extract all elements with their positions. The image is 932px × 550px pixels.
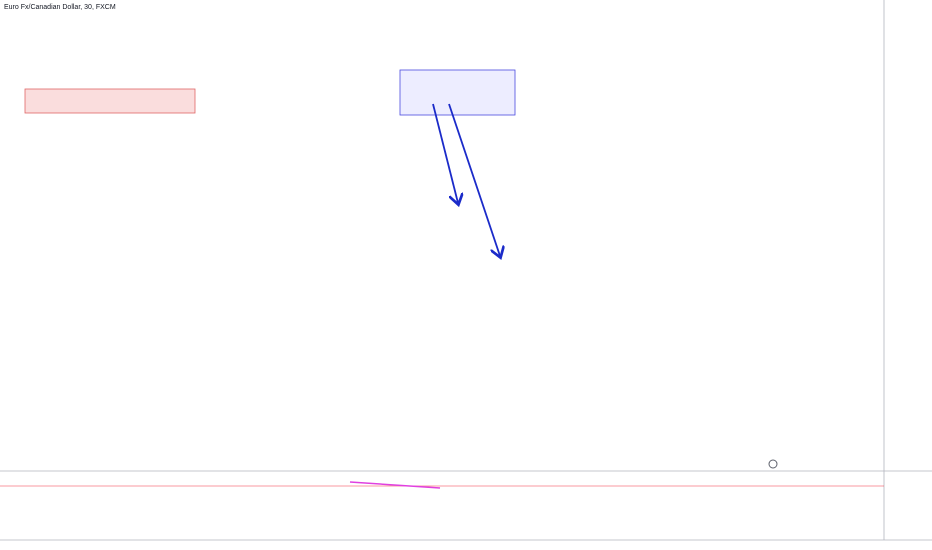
chart-title: Euro Fx/Canadian Dollar, 30, FXCM — [4, 4, 116, 11]
zone-rect — [24, 88, 196, 114]
arrow — [432, 103, 458, 203]
blue-box — [399, 69, 516, 116]
icon — [768, 459, 778, 469]
trend-line — [349, 481, 441, 489]
arrow — [448, 103, 500, 256]
